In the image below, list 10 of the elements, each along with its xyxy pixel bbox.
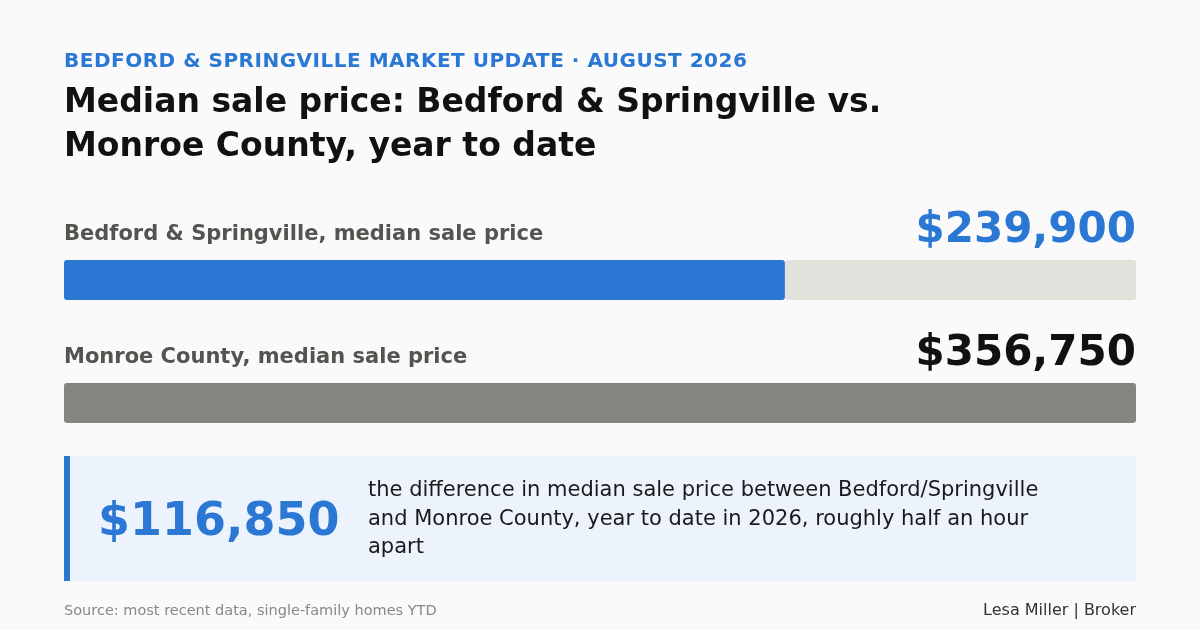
text: Lesa Miller | Broker xyxy=(983,600,1137,619)
text: $116,850 xyxy=(98,492,340,546)
data-label: $356,750 xyxy=(915,326,1136,375)
y-tick-label: Monroe County, median sale price xyxy=(64,344,468,368)
source-note: Source: most recent data, single-family homes YTD xyxy=(64,602,437,618)
chart-subtitle: BEDFORD & SPRINGVILLE MARKET UPDATE · AUGUST 2026 xyxy=(64,48,748,72)
y-tick-label: Bedford & Springville, median sale price xyxy=(64,221,544,245)
data-label: $239,900 xyxy=(915,203,1136,252)
chart-title: Median sale price: Bedford & Springville vs. Monroe County, year to date xyxy=(64,81,882,164)
text: the difference in median sale price between Bedford/Springville and Monroe County, year to date in 2026, roughly half an hour apart xyxy=(368,477,1039,558)
